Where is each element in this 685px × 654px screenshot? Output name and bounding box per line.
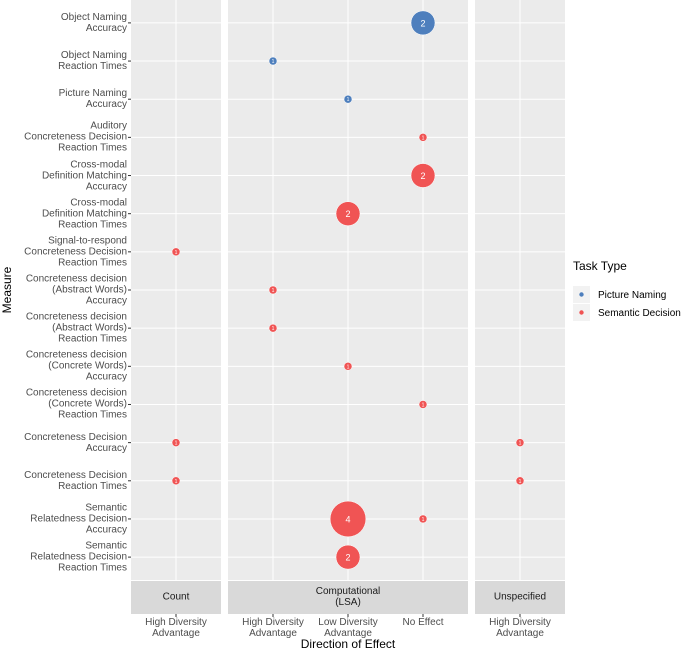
x-tick-label: High Diversity Advantage (145, 617, 207, 639)
y-tick-label: Object Naming Accuracy (60, 11, 127, 34)
legend-symbol (579, 310, 584, 315)
facet-label: Computational (LSA) (315, 586, 381, 608)
bubble-label: 1 (175, 250, 178, 256)
y-tick-label: Concreteness Decision Reaction Times (24, 469, 127, 492)
bubble-label: 1 (422, 517, 425, 523)
bubble (268, 285, 278, 295)
y-tick-label: Object Naming Reaction Times (58, 50, 127, 73)
bubble (171, 438, 181, 447)
bubble-label: 1 (347, 97, 350, 103)
x-tick-label: Low Diversity Advantage (318, 617, 378, 639)
bubble-label: 1 (272, 59, 275, 65)
bubble-label: 1 (272, 326, 275, 332)
bubble-label: 1 (175, 479, 178, 485)
bubble (410, 163, 436, 188)
bubble (335, 544, 361, 570)
y-tick-label: Auditory Concreteness Decision Reaction … (24, 120, 127, 154)
legend-label: Semantic Decision (598, 308, 681, 319)
bubble (329, 500, 367, 538)
facet-strip (131, 581, 221, 614)
bubble (418, 514, 428, 524)
bubble-label: 2 (345, 209, 350, 219)
x-tick-label: No Effect (402, 617, 444, 628)
facet-strip (228, 581, 468, 614)
x-axis-title: Direction of Effect (301, 637, 396, 651)
legend-label: Picture Naming (598, 290, 666, 301)
legend-title: Task Type (573, 259, 627, 273)
y-axis-title: Measure (0, 266, 14, 313)
y-tick-label: Concreteness decision (Abstract Words) A… (25, 273, 127, 307)
bubble (515, 476, 525, 486)
x-tick-label: High Diversity Advantage (489, 617, 551, 639)
bubble (171, 247, 181, 257)
bubble-label: 2 (420, 171, 425, 181)
y-tick-label: Cross-modal Definition Matching Accuracy (41, 159, 127, 193)
bubble-label: 1 (422, 135, 425, 141)
facet-label: Unspecified (493, 591, 547, 603)
bubble-label: 1 (519, 441, 522, 447)
bubble-label: 1 (422, 402, 425, 408)
y-tick-label: Concreteness decision (Concrete Words) R… (25, 387, 127, 421)
bubble-label: 1 (519, 479, 522, 485)
bubble-label: 1 (272, 288, 275, 294)
bubble (515, 438, 525, 447)
bubble (268, 323, 278, 333)
bubble (418, 133, 428, 142)
bubble (268, 56, 278, 66)
y-tick-label: Concreteness Decision Accuracy (24, 431, 127, 454)
y-tick-label: Cross-modal Definition Matching Reaction… (41, 197, 127, 231)
y-tick-label: Semantic Relatedness Decision Reaction T… (30, 540, 127, 574)
facet-label: Count (162, 591, 190, 603)
y-tick-label: Picture Naming Accuracy (58, 88, 127, 111)
bubble (343, 94, 353, 104)
facet-strip (475, 581, 565, 614)
y-tick-label: Concreteness decision (Abstract Words) R… (25, 311, 127, 345)
bubble (418, 400, 428, 409)
bubble (343, 362, 353, 371)
bubble-label: 4 (345, 514, 350, 524)
bubble (410, 10, 436, 36)
bubble-label: 2 (345, 553, 350, 563)
bubble-label: 1 (175, 441, 178, 447)
bubble (171, 476, 181, 486)
legend-symbol (579, 292, 584, 297)
y-tick-label: Semantic Relatedness Decision Accuracy (30, 502, 127, 536)
x-tick-label: High Diversity Advantage (242, 617, 304, 639)
bubble-label: 2 (420, 18, 425, 28)
bubble (335, 201, 361, 226)
bubble-label: 1 (347, 364, 350, 370)
y-tick-label: Concreteness decision (Concrete Words) A… (25, 349, 127, 383)
y-tick-label: Signal-to-respond Concreteness Decision … (24, 235, 127, 269)
